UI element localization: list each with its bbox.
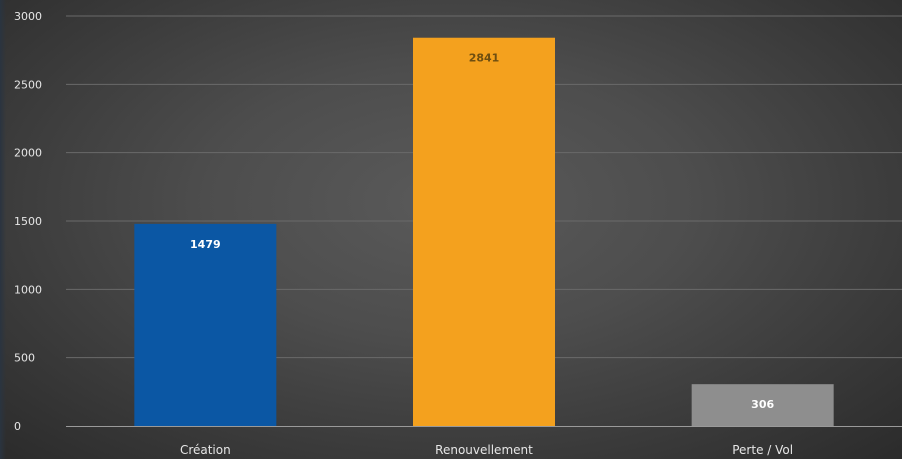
x-category-label: Perte / Vol [732,443,793,457]
bar-cr-ation [134,223,277,426]
bar-perte-vol [691,384,834,426]
y-tick-label: 0 [14,420,21,433]
y-tick-label: 2500 [14,78,42,91]
x-category-label: Renouvellement [435,443,533,457]
bar-renouvellement [413,37,555,426]
data-labels: 1479 2841 306 [190,52,774,411]
y-tick-label: 3000 [14,10,42,23]
y-axis-tick-labels: 0 500 1000 1500 2000 2500 3000 [14,10,42,433]
data-label: 2841 [469,52,500,65]
y-tick-label: 2000 [14,147,42,160]
data-label: 306 [751,398,774,411]
data-label: 1479 [190,238,221,251]
y-tick-label: 500 [14,352,35,365]
bars [134,37,834,426]
y-tick-label: 1500 [14,215,42,228]
y-tick-label: 1000 [14,283,42,296]
x-category-label: Création [180,443,231,457]
x-axis-category-labels: Création Renouvellement Perte / Vol [180,443,793,457]
